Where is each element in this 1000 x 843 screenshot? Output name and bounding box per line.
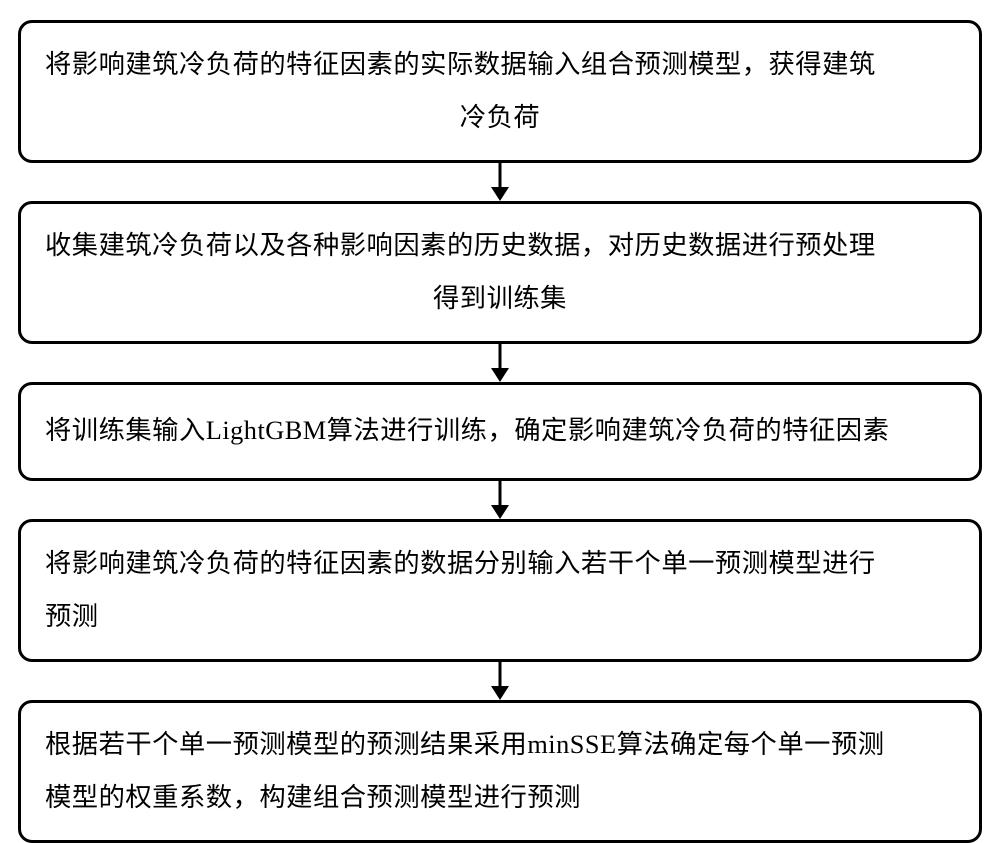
flow-node-4-line-1: 将影响建筑冷负荷的特征因素的数据分别输入若干个单一预测模型进行 <box>45 538 955 591</box>
flow-node-3: 将训练集输入LightGBM算法进行训练，确定影响建筑冷负荷的特征因素 <box>18 382 982 481</box>
flow-node-5-line-1: 根据若干个单一预测模型的预测结果采用minSSE算法确定每个单一预测 <box>45 719 955 772</box>
flow-node-3-line-1: 将训练集输入LightGBM算法进行训练，确定影响建筑冷负荷的特征因素 <box>45 405 955 458</box>
flow-node-1-line-1: 将影响建筑冷负荷的特征因素的实际数据输入组合预测模型，获得建筑 <box>45 39 955 92</box>
flow-node-4: 将影响建筑冷负荷的特征因素的数据分别输入若干个单一预测模型进行 预测 <box>18 519 982 662</box>
flow-node-1-line-2: 冷负荷 <box>45 92 955 145</box>
flow-node-4-line-2: 预测 <box>45 591 955 644</box>
flow-arrow-1-2 <box>18 163 982 201</box>
flow-node-2-line-2: 得到训练集 <box>45 273 955 326</box>
flow-node-2: 收集建筑冷负荷以及各种影响因素的历史数据，对历史数据进行预处理 得到训练集 <box>18 201 982 344</box>
flow-arrow-3-4 <box>18 481 982 519</box>
flow-node-1: 将影响建筑冷负荷的特征因素的实际数据输入组合预测模型，获得建筑 冷负荷 <box>18 20 982 163</box>
flow-arrow-2-3 <box>18 344 982 382</box>
flow-arrow-4-5 <box>18 662 982 700</box>
flow-node-5-line-2: 模型的权重系数，构建组合预测模型进行预测 <box>45 772 955 825</box>
flow-node-5: 根据若干个单一预测模型的预测结果采用minSSE算法确定每个单一预测 模型的权重… <box>18 700 982 843</box>
flowchart-canvas: 将影响建筑冷负荷的特征因素的实际数据输入组合预测模型，获得建筑 冷负荷 收集建筑… <box>0 0 1000 812</box>
flow-node-2-line-1: 收集建筑冷负荷以及各种影响因素的历史数据，对历史数据进行预处理 <box>45 220 955 273</box>
